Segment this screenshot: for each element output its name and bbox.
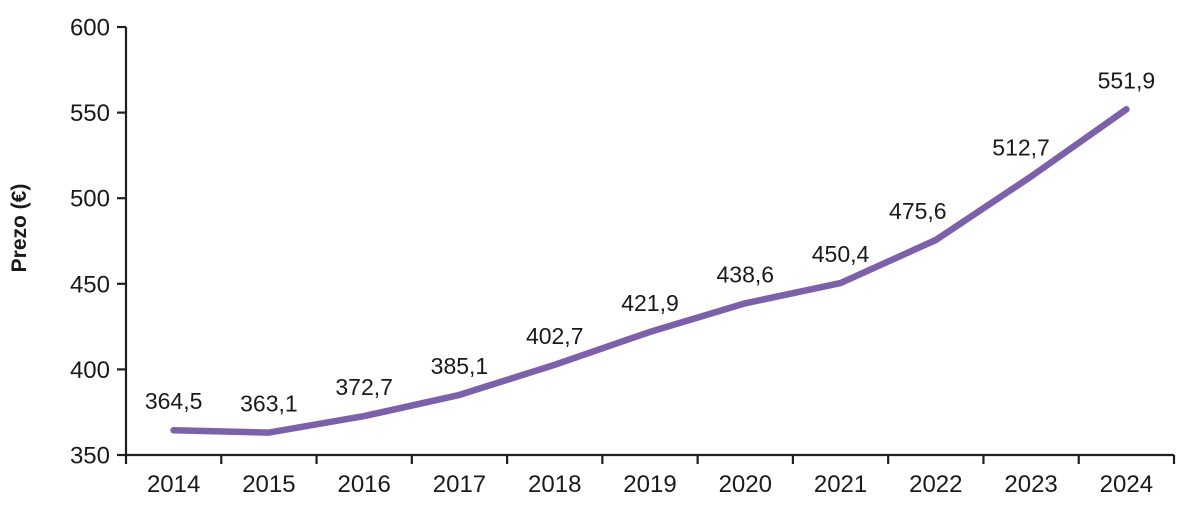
y-tick-label: 500: [70, 186, 110, 213]
data-point-label: 364,5: [145, 388, 203, 414]
x-tick-label: 2017: [433, 471, 486, 498]
data-point-label: 551,9: [1098, 67, 1156, 93]
x-tick-label: 2019: [623, 471, 676, 498]
x-tick-label: 2023: [1004, 471, 1057, 498]
x-tick-label: 2020: [719, 471, 772, 498]
price-series-line: [170, 106, 1130, 436]
data-point-label: 475,6: [889, 198, 947, 224]
y-tick-label: 550: [70, 100, 110, 127]
x-tick-label: 2018: [528, 471, 581, 498]
data-point-label: 450,4: [812, 241, 870, 267]
y-tick-label: 450: [70, 271, 110, 298]
data-point-label: 421,9: [621, 290, 679, 316]
x-tick-label: 2024: [1100, 471, 1153, 498]
data-point-label: 372,7: [335, 374, 393, 400]
y-tick-label: 400: [70, 357, 110, 384]
x-tick-label: 2014: [147, 471, 200, 498]
x-tick-label: 2016: [337, 471, 390, 498]
y-tick-label: 350: [70, 443, 110, 470]
data-point-label: 385,1: [431, 353, 489, 379]
x-tick-label: 2022: [909, 471, 962, 498]
y-tick-label: 600: [70, 15, 110, 42]
data-point-label: 438,6: [716, 261, 774, 287]
x-tick-label: 2015: [242, 471, 295, 498]
data-point-label: 512,7: [992, 134, 1050, 160]
data-point-label: 363,1: [240, 391, 298, 417]
x-tick-label: 2021: [814, 471, 867, 498]
y-axis-title: Prezo (€): [8, 184, 31, 273]
data-point-label: 402,7: [526, 323, 584, 349]
